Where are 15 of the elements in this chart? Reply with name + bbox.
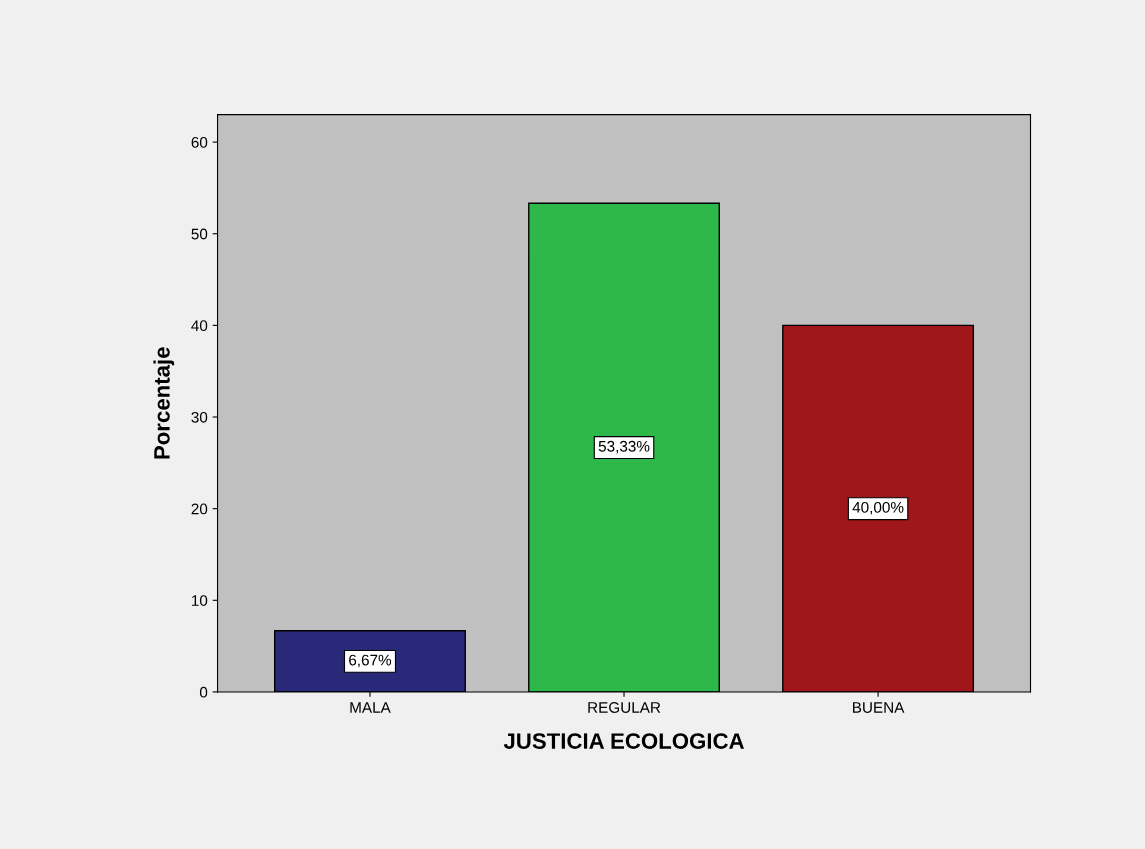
x-tick-label: REGULAR xyxy=(588,702,661,713)
data-label: 53,33% xyxy=(598,440,650,454)
y-axis-title: Porcentaje xyxy=(153,347,175,459)
y-tick-label: 10 xyxy=(192,595,208,606)
y-tick-label: 40 xyxy=(191,320,208,332)
y-tick-label: 20 xyxy=(191,503,208,515)
x-tick-label: BUENA xyxy=(853,702,905,713)
x-tick-label: MALA xyxy=(350,702,391,713)
x-axis-title: JUSTICIA ECOLOGICA xyxy=(503,733,745,749)
y-tick-label: 50 xyxy=(191,228,208,240)
y-tick-label: 30 xyxy=(191,411,208,423)
data-label: 6,67% xyxy=(349,654,392,668)
y-tick-label: 60 xyxy=(191,136,208,148)
y-tick-label: 0 xyxy=(199,686,208,698)
data-label: 40,00% xyxy=(852,501,904,515)
